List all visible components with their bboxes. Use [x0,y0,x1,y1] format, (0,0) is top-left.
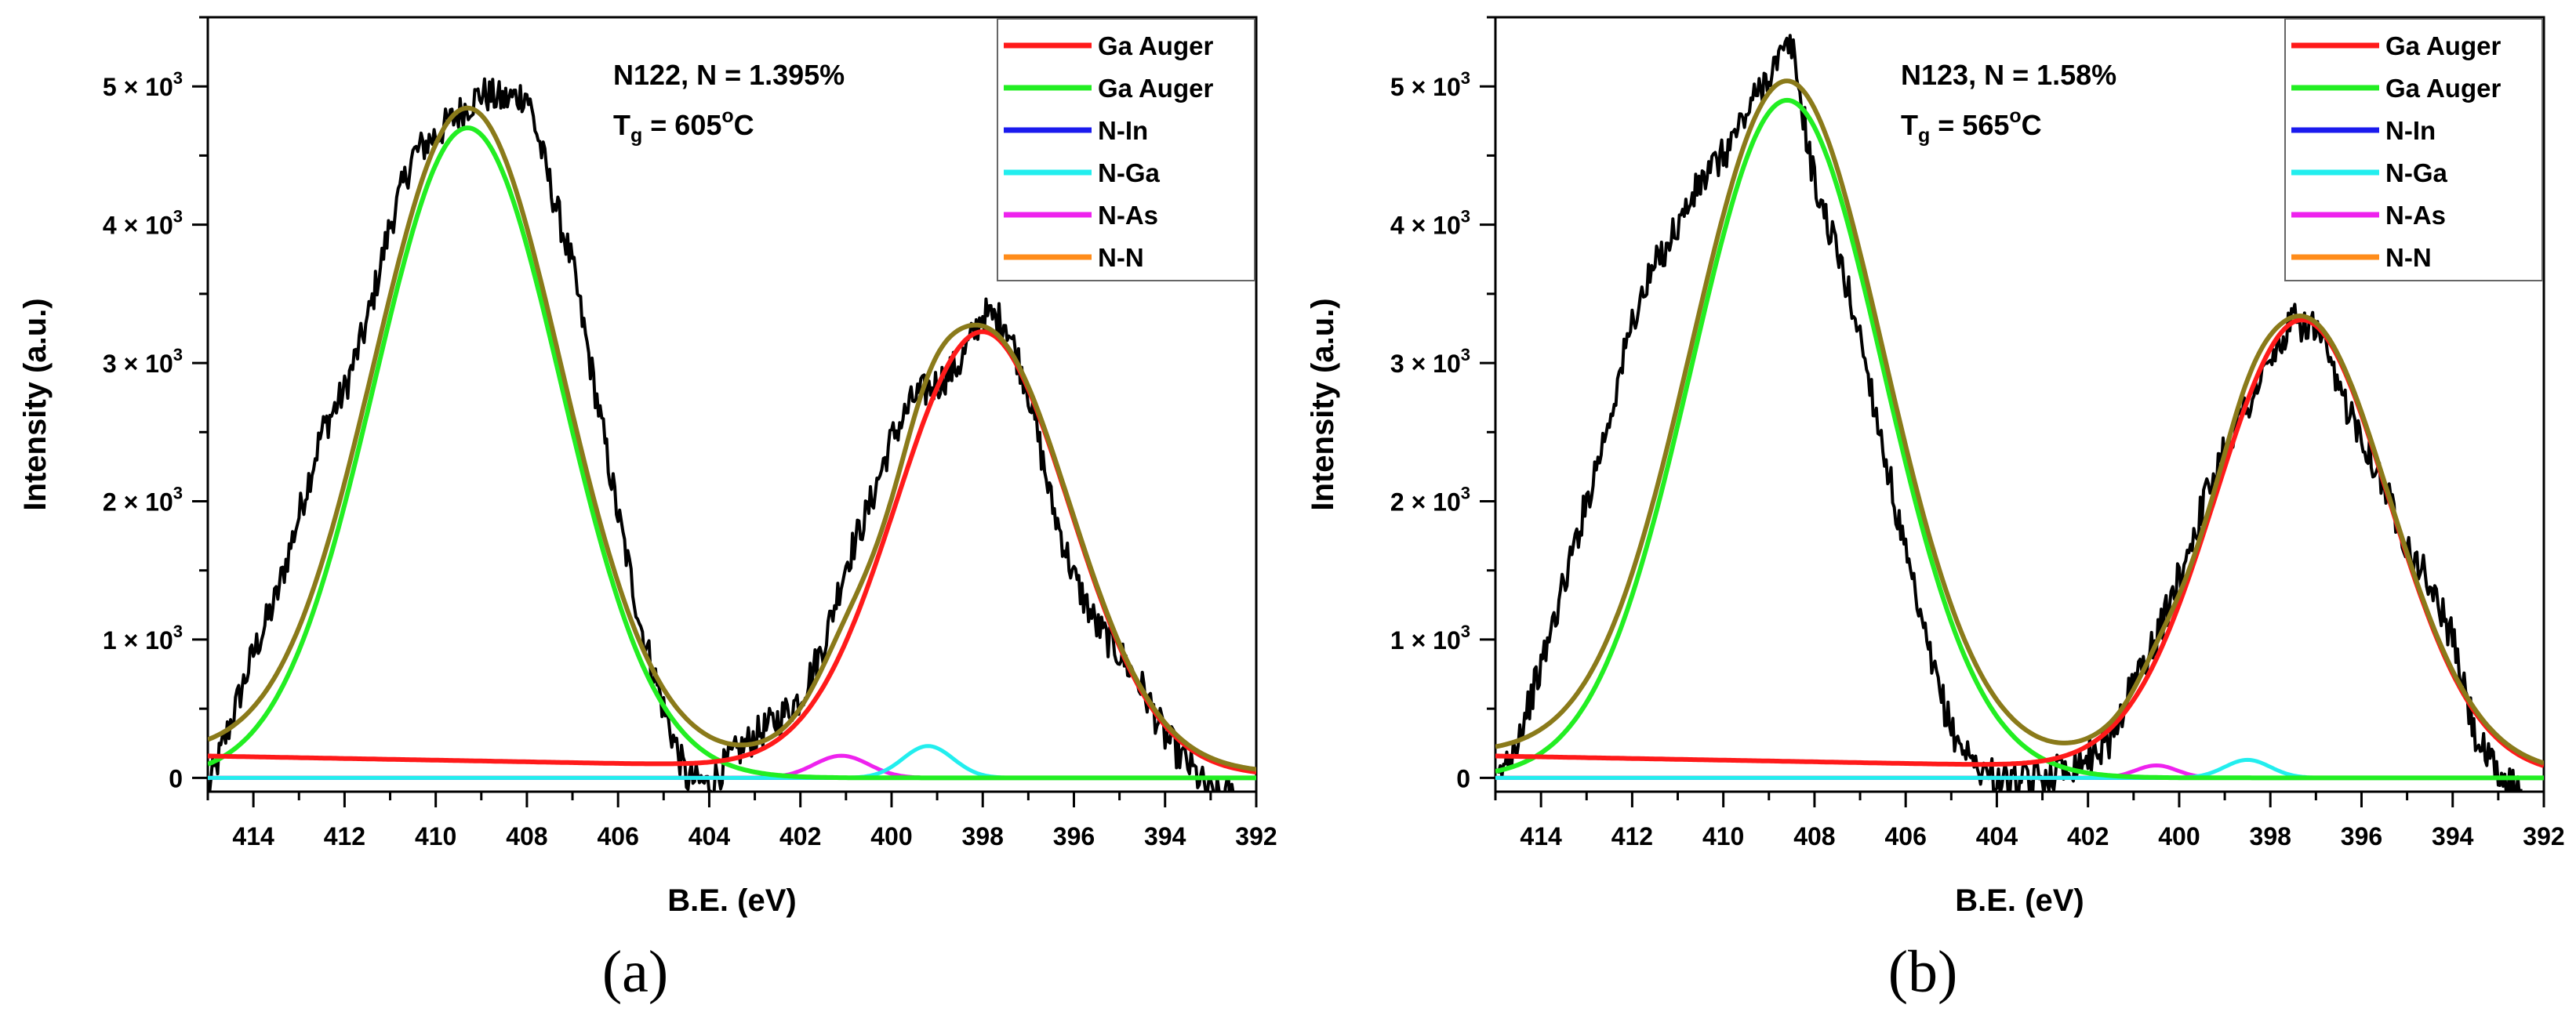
x-tick-label: 410 [415,822,456,850]
legend-label: N-Ga [2385,158,2447,187]
fit-curve-ga-auger-1 [1495,317,2544,768]
x-tick-label: 398 [962,822,1004,850]
y-tick-label: 5 × 103 [103,68,183,101]
measured-data-line [1495,34,2523,792]
x-tick-label: 394 [1144,822,1186,850]
y-axis-title: Intensity (a.u.) [1306,298,1340,510]
x-tick-label: 408 [1793,822,1835,850]
fit-curve-ga-auger-2 [208,125,1256,781]
y-tick-label: 2 × 103 [103,484,183,517]
legend-label: N-N [2385,243,2432,272]
legend-label: N-Ga [1098,158,1160,187]
legend-box [997,18,1255,281]
fit-envelope-line [208,105,1256,772]
chart-svg: 414 412 410 408 406 404 402 400 398 396 394 392 0 1 ×… [1306,16,2565,1005]
x-tick-label: 398 [2250,822,2291,850]
y-tick-label: 3 × 103 [1390,345,1470,378]
y-tick-label: 1 × 103 [103,622,183,655]
legend-box [2284,18,2543,281]
legend: Ga Auger Ga Auger N-In N-Ga N-As N-N [2284,18,2543,281]
sample-annotation: N122, N = 1.395% [613,59,845,91]
y-axis-title: Intensity (a.u.) [18,298,53,510]
x-tick-label: 414 [232,822,274,850]
legend-label: N-In [1098,116,1148,145]
x-tick-label: 402 [2067,822,2109,850]
legend-label: Ga Auger [2385,74,2501,103]
legend-label: N-N [1098,243,1144,272]
x-tick-label: 400 [870,822,912,850]
x-axis-title: B.E. (eV) [667,883,796,918]
x-tick-label: 412 [324,822,365,850]
x-tick-label: 392 [1235,822,1277,850]
x-tick-label: 396 [1053,822,1095,850]
growth-temperature-annotation: Tg = 605oC [613,105,754,147]
y-tick-label: 0 [169,764,183,792]
y-tick-label: 2 × 103 [1390,484,1470,517]
y-tick-label: 5 × 103 [1390,68,1470,101]
legend-label: Ga Auger [2385,31,2501,60]
y-tick-label: 1 × 103 [1390,622,1470,655]
x-tick-label: 392 [2523,822,2564,850]
fit-curve-n-ga [208,744,1256,780]
measured-data-line [208,77,1235,792]
plot-frame [206,16,1258,793]
x-tick-label: 402 [779,822,821,850]
x-tick-label: 414 [1520,822,1562,850]
legend-label: N-In [2385,116,2436,145]
y-tick-label: 4 × 103 [1390,207,1470,240]
x-axis-title: B.E. (eV) [1955,883,2084,918]
x-tick-label: 404 [1976,822,2018,850]
panel-label: (a) [602,939,668,1005]
y-tick-label: 0 [1456,764,1470,792]
legend-label: Ga Auger [1098,31,1213,60]
legend-label: Ga Auger [1098,74,1213,103]
x-tick-label: 410 [1702,822,1744,850]
x-tick-label: 404 [689,822,731,850]
chart-svg: 414 412 410 408 406 404 402 400 398 396 394 392 0 1 ×… [18,16,1277,1005]
y-tick-label: 4 × 103 [103,207,183,240]
x-tick-label: 406 [597,822,638,850]
x-tick-label: 396 [2341,822,2382,850]
legend-label: N-As [1098,201,1158,230]
y-tick-label: 3 × 103 [103,345,183,378]
x-tick-label: 400 [2158,822,2200,850]
x-tick-label: 408 [506,822,547,850]
fit-curve-ga-auger-2 [1495,97,2544,781]
x-tick-label: 394 [2432,822,2474,850]
chart-panel-a: 414 412 410 408 406 404 402 400 398 396 394 392 0 1 ×… [18,16,1277,1005]
chart-panel-b: 414 412 410 408 406 404 402 400 398 396 394 392 0 1 ×… [1288,0,2575,1019]
legend: Ga Auger Ga Auger N-In N-Ga N-As N-N [997,18,1255,281]
sample-annotation: N123, N = 1.58% [1901,59,2116,91]
x-tick-label: 406 [1884,822,1926,850]
fit-envelope-line [1495,78,2544,766]
x-tick-label: 412 [1611,822,1653,850]
legend-label: N-As [2385,201,2446,230]
panel-label: (b) [1888,939,1958,1005]
growth-temperature-annotation: Tg = 565oC [1901,105,2042,147]
